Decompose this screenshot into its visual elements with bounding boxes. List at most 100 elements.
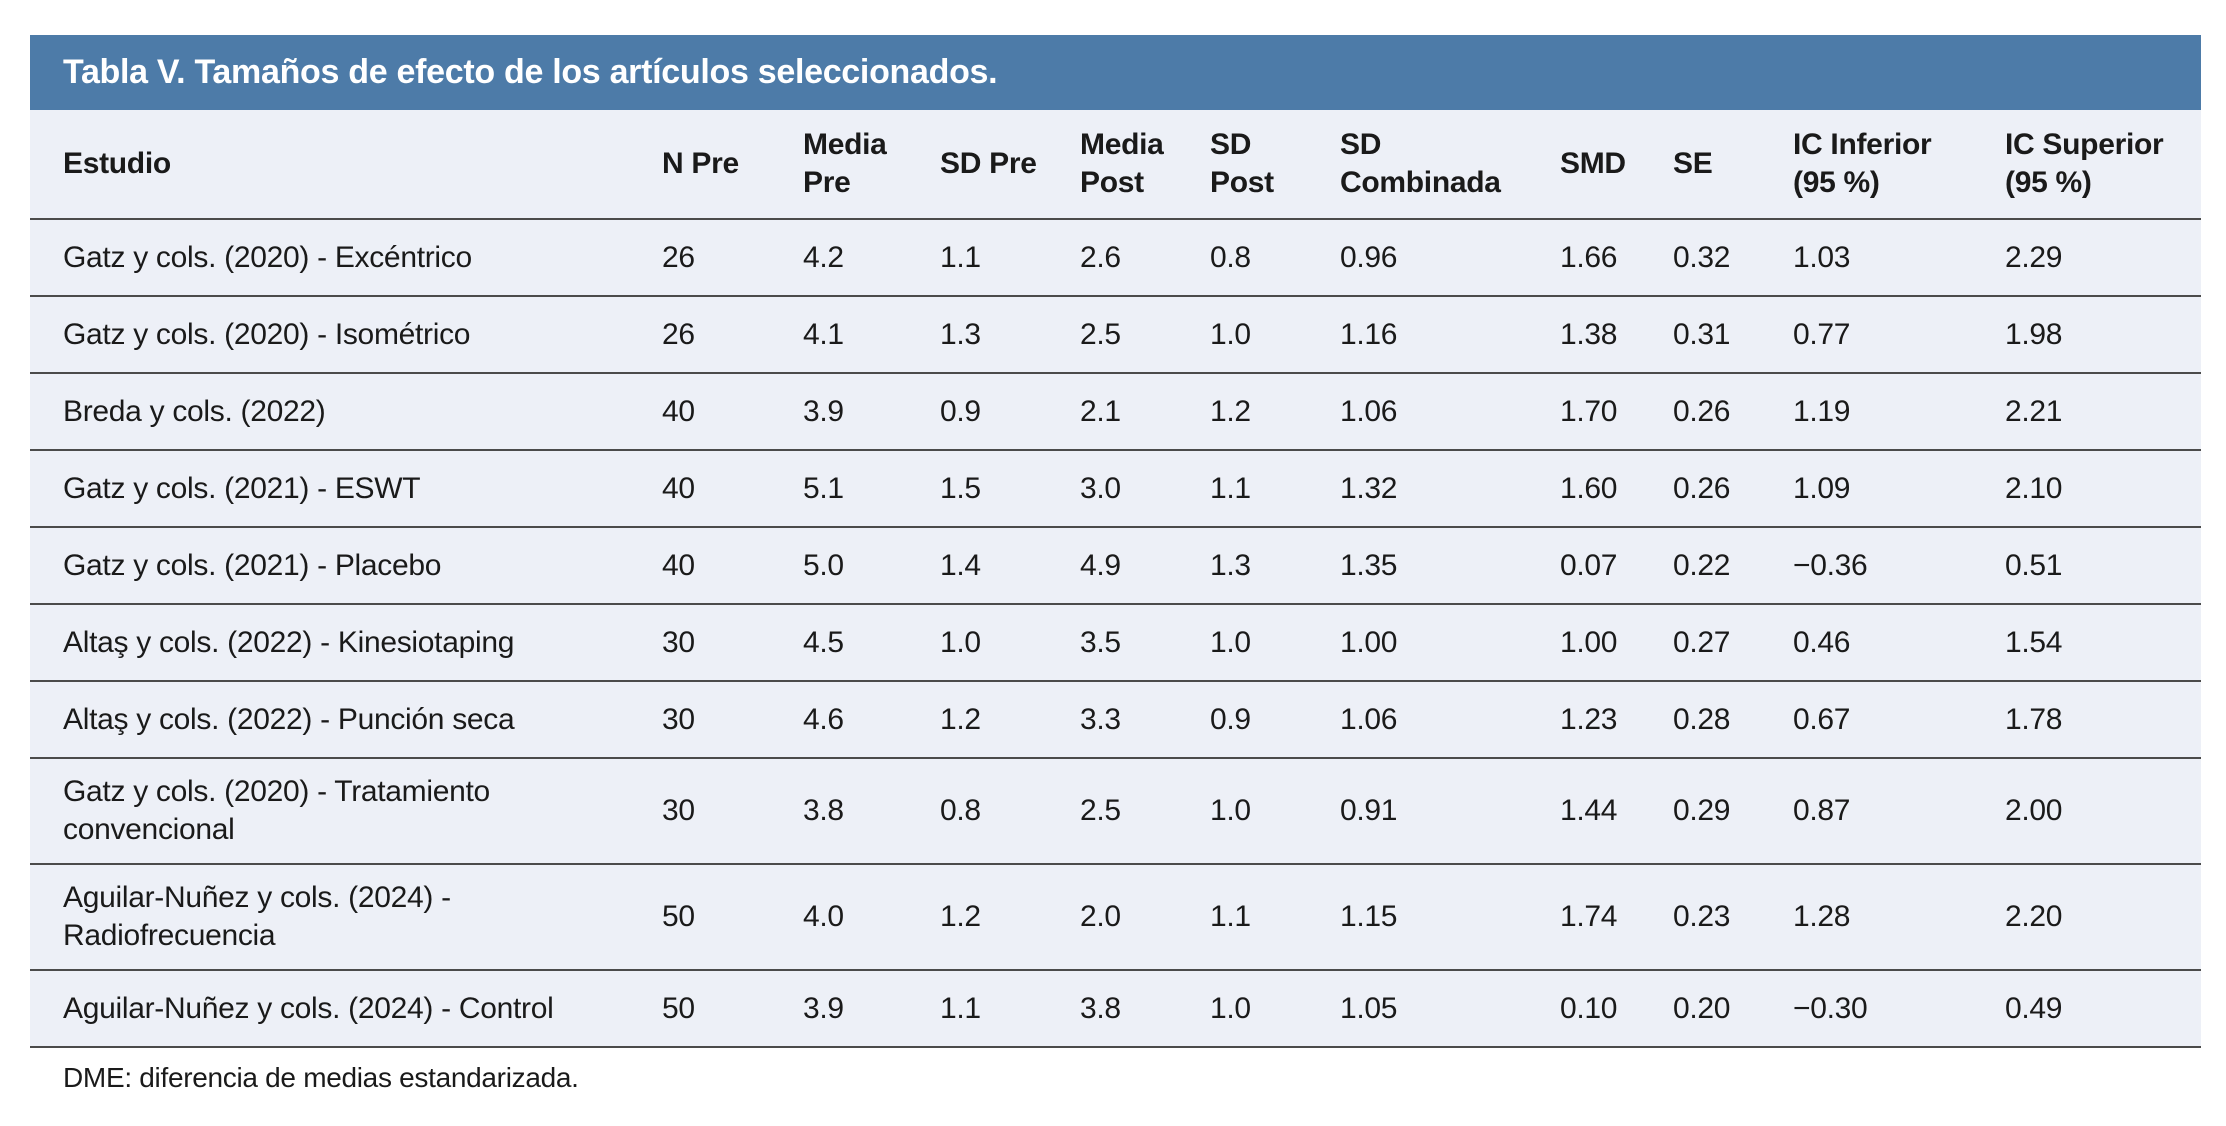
value-cell: 1.3 (1190, 527, 1320, 605)
table-row: Aguilar-Nuñez y cols. (2024) - Radiofrec… (30, 864, 2201, 971)
value-cell: 1.23 (1540, 681, 1653, 759)
table-row: Aguilar-Nuñez y cols. (2024) - Control 50… (30, 970, 2201, 1048)
value-cell: 40 (642, 373, 783, 451)
value-cell: 1.28 (1773, 864, 1985, 971)
value-cell: 40 (642, 450, 783, 528)
column-header: Media Pre (783, 110, 920, 220)
value-cell: 1.44 (1540, 758, 1653, 865)
value-cell: 0.10 (1540, 970, 1653, 1048)
table-row: Gatz y cols. (2021) - ESWT 40 5.1 1.5 3.0 1.1… (30, 450, 2201, 528)
value-cell: 1.06 (1320, 681, 1540, 759)
study-cell: Gatz y cols. (2020) - Excéntrico (30, 219, 642, 297)
value-cell: 1.2 (920, 864, 1060, 971)
value-cell: 2.10 (1985, 450, 2201, 528)
value-cell: 1.0 (1190, 296, 1320, 374)
value-cell: 0.9 (1190, 681, 1320, 759)
value-cell: 2.29 (1985, 219, 2201, 297)
value-cell: 1.0 (1190, 970, 1320, 1048)
value-cell: 3.9 (783, 373, 920, 451)
value-cell: 3.5 (1060, 604, 1190, 682)
value-cell: 1.2 (920, 681, 1060, 759)
value-cell: 1.70 (1540, 373, 1653, 451)
value-cell: 0.32 (1653, 219, 1773, 297)
value-cell: 0.9 (920, 373, 1060, 451)
value-cell: 5.1 (783, 450, 920, 528)
value-cell: 1.0 (920, 604, 1060, 682)
value-cell: 1.38 (1540, 296, 1653, 374)
value-cell: 0.28 (1653, 681, 1773, 759)
value-cell: 2.1 (1060, 373, 1190, 451)
value-cell: 0.26 (1653, 450, 1773, 528)
column-header: N Pre (642, 110, 783, 220)
value-cell: 1.06 (1320, 373, 1540, 451)
value-cell: 0.49 (1985, 970, 2201, 1048)
value-cell: 1.1 (920, 970, 1060, 1048)
value-cell: 4.0 (783, 864, 920, 971)
value-cell: 4.1 (783, 296, 920, 374)
study-cell: Altaş y cols. (2022) - Kinesiotaping (30, 604, 642, 682)
table-row: Gatz y cols. (2020) - Isométrico 26 4.1 1.3… (30, 296, 2201, 374)
value-cell: 1.00 (1540, 604, 1653, 682)
table-title-bar: Tabla V. Tamaños de efecto de los artícu… (30, 35, 2201, 110)
value-cell: 3.8 (783, 758, 920, 865)
value-cell: 2.5 (1060, 296, 1190, 374)
value-cell: 0.07 (1540, 527, 1653, 605)
value-cell: 0.22 (1653, 527, 1773, 605)
value-cell: 1.1 (920, 219, 1060, 297)
value-cell: 0.26 (1653, 373, 1773, 451)
value-cell: 3.9 (783, 970, 920, 1048)
effects-table-container: Tabla V. Tamaños de efecto de los artícu… (30, 35, 2201, 1094)
value-cell: 0.51 (1985, 527, 2201, 605)
table-row: Gatz y cols. (2020) - Tratamiento conven… (30, 758, 2201, 865)
value-cell: −0.30 (1773, 970, 1985, 1048)
value-cell: 4.5 (783, 604, 920, 682)
header-row: Estudio N Pre Media Pre SD Pre Media Post SD … (30, 110, 2201, 220)
value-cell: 1.09 (1773, 450, 1985, 528)
column-header: IC Inferior (95 %) (1773, 110, 1985, 220)
study-cell: Gatz y cols. (2021) - Placebo (30, 527, 642, 605)
table-row: Gatz y cols. (2021) - Placebo 40 5.0 1.4 4.9… (30, 527, 2201, 605)
value-cell: 1.4 (920, 527, 1060, 605)
value-cell: 1.0 (1190, 758, 1320, 865)
value-cell: 1.98 (1985, 296, 2201, 374)
study-cell: Aguilar-Nuñez y cols. (2024) - Control (30, 970, 642, 1048)
value-cell: 1.60 (1540, 450, 1653, 528)
value-cell: 0.20 (1653, 970, 1773, 1048)
value-cell: 50 (642, 970, 783, 1048)
column-header: SE (1653, 110, 1773, 220)
value-cell: 1.54 (1985, 604, 2201, 682)
value-cell: 0.67 (1773, 681, 1985, 759)
value-cell: 1.32 (1320, 450, 1540, 528)
value-cell: 3.8 (1060, 970, 1190, 1048)
value-cell: 2.21 (1985, 373, 2201, 451)
value-cell: 0.96 (1320, 219, 1540, 297)
value-cell: 1.05 (1320, 970, 1540, 1048)
column-header: IC Superior (95 %) (1985, 110, 2201, 220)
value-cell: −0.36 (1773, 527, 1985, 605)
study-cell: Aguilar-Nuñez y cols. (2024) - Radiofrec… (30, 864, 642, 971)
table-row: Gatz y cols. (2020) - Excéntrico 26 4.2 1.1… (30, 219, 2201, 297)
value-cell: 0.23 (1653, 864, 1773, 971)
value-cell: 0.8 (1190, 219, 1320, 297)
value-cell: 1.19 (1773, 373, 1985, 451)
table-row: Breda y cols. (2022) 40 3.9 0.9 2.1 1.2 1.06 1.… (30, 373, 2201, 451)
value-cell: 50 (642, 864, 783, 971)
value-cell: 0.29 (1653, 758, 1773, 865)
study-cell: Gatz y cols. (2021) - ESWT (30, 450, 642, 528)
study-cell: Gatz y cols. (2020) - Isométrico (30, 296, 642, 374)
value-cell: 3.3 (1060, 681, 1190, 759)
value-cell: 1.5 (920, 450, 1060, 528)
table-title: Tabla V. Tamaños de efecto de los artícu… (63, 53, 998, 91)
table-body: Gatz y cols. (2020) - Excéntrico 26 4.2 1.1… (30, 219, 2201, 1048)
value-cell: 0.77 (1773, 296, 1985, 374)
value-cell: 1.15 (1320, 864, 1540, 971)
column-header: SD Combinada (1320, 110, 1540, 220)
value-cell: 26 (642, 296, 783, 374)
table-row: Altaş y cols. (2022) - Punción seca 30 4.6… (30, 681, 2201, 759)
value-cell: 30 (642, 758, 783, 865)
value-cell: 2.20 (1985, 864, 2201, 971)
value-cell: 1.0 (1190, 604, 1320, 682)
value-cell: 4.9 (1060, 527, 1190, 605)
table-footnote: DME: diferencia de medias estandarizada. (63, 1062, 579, 1093)
